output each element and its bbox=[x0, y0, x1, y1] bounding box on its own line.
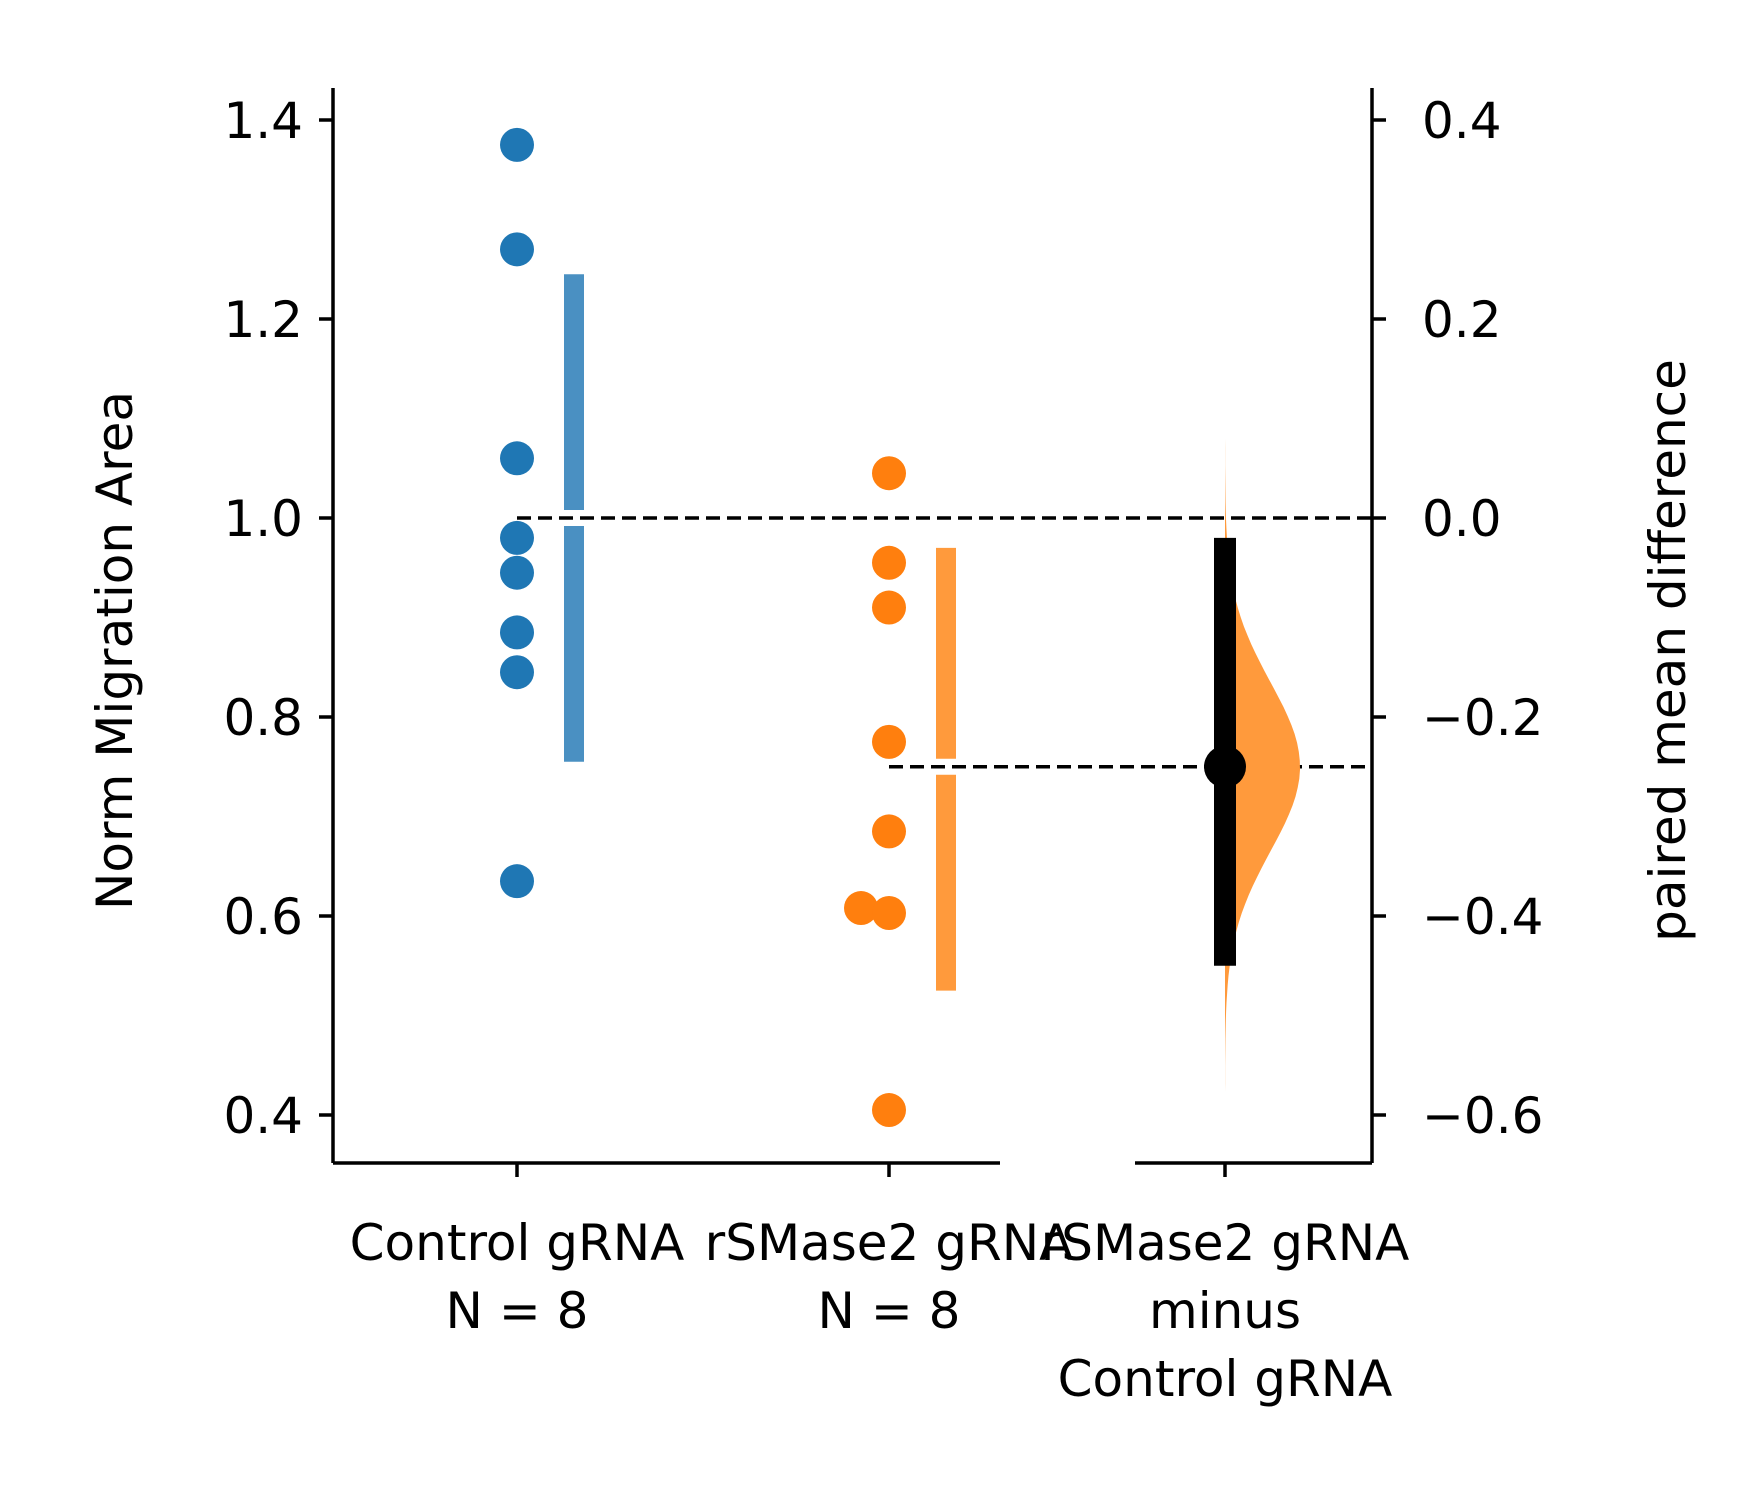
left-axis-tick-label: 1.4 bbox=[223, 92, 303, 150]
x-tick-label-group-name: rSMase2 gRNA bbox=[705, 1214, 1074, 1272]
right-axis-tick-label: 0.4 bbox=[1422, 92, 1502, 150]
data-point bbox=[844, 891, 878, 926]
x-tick-label-group-name: Control gRNA bbox=[350, 1214, 685, 1272]
data-point bbox=[500, 655, 534, 690]
x-tick-label-group-n: N = 8 bbox=[818, 1282, 961, 1340]
right-axis-tick-label: −0.6 bbox=[1422, 1087, 1543, 1145]
data-point bbox=[500, 615, 534, 650]
right-axis-tick-label: 0.2 bbox=[1422, 291, 1502, 349]
data-point bbox=[500, 127, 534, 162]
data-point bbox=[872, 814, 906, 849]
data-point bbox=[872, 590, 906, 625]
delta-distribution-layer bbox=[1204, 438, 1300, 1155]
data-point bbox=[500, 520, 534, 555]
left-axis-tick-label: 1.2 bbox=[223, 291, 303, 349]
data-point bbox=[500, 232, 534, 267]
data-point bbox=[500, 555, 534, 590]
left-axis-tick-label: 0.4 bbox=[223, 1087, 303, 1145]
data-points-layer bbox=[500, 127, 906, 1128]
x-tick-label-delta: minus bbox=[1149, 1282, 1301, 1340]
x-tick-label-delta: rSMase2 gRNA bbox=[1041, 1214, 1410, 1272]
x-tick-label-delta: Control gRNA bbox=[1058, 1350, 1393, 1408]
x-tick-label-group-n: N = 8 bbox=[446, 1282, 589, 1340]
right-axis-tick-label: −0.2 bbox=[1422, 689, 1543, 747]
data-point bbox=[872, 1093, 906, 1128]
left-axis-tick-label: 0.6 bbox=[223, 888, 303, 946]
labels-layer: 0.4 0.6 0.8 1.0 1.2 1.4 −0.6 −0.4 −0.2 0.0 0.2 0.4 C… bbox=[86, 92, 1697, 1408]
data-point bbox=[872, 545, 906, 580]
delta-bootstrap-distribution bbox=[1225, 438, 1300, 1155]
data-point bbox=[500, 864, 534, 899]
sd-bars-layer bbox=[564, 274, 956, 991]
right-axis-tick-label: −0.4 bbox=[1422, 888, 1543, 946]
left-axis-tick-label: 0.8 bbox=[223, 689, 303, 747]
right-axis-tick-label: 0.0 bbox=[1422, 490, 1502, 548]
left-axis-title: Norm Migration Area bbox=[86, 391, 144, 910]
data-point bbox=[500, 441, 534, 476]
right-axis-title: paired mean difference bbox=[1639, 359, 1697, 942]
data-point bbox=[872, 724, 906, 759]
data-point bbox=[872, 456, 906, 491]
axes-layer bbox=[319, 88, 1386, 1177]
left-axis-tick-label: 1.0 bbox=[223, 490, 303, 548]
delta-point-estimate bbox=[1204, 745, 1246, 788]
data-point bbox=[872, 896, 906, 931]
